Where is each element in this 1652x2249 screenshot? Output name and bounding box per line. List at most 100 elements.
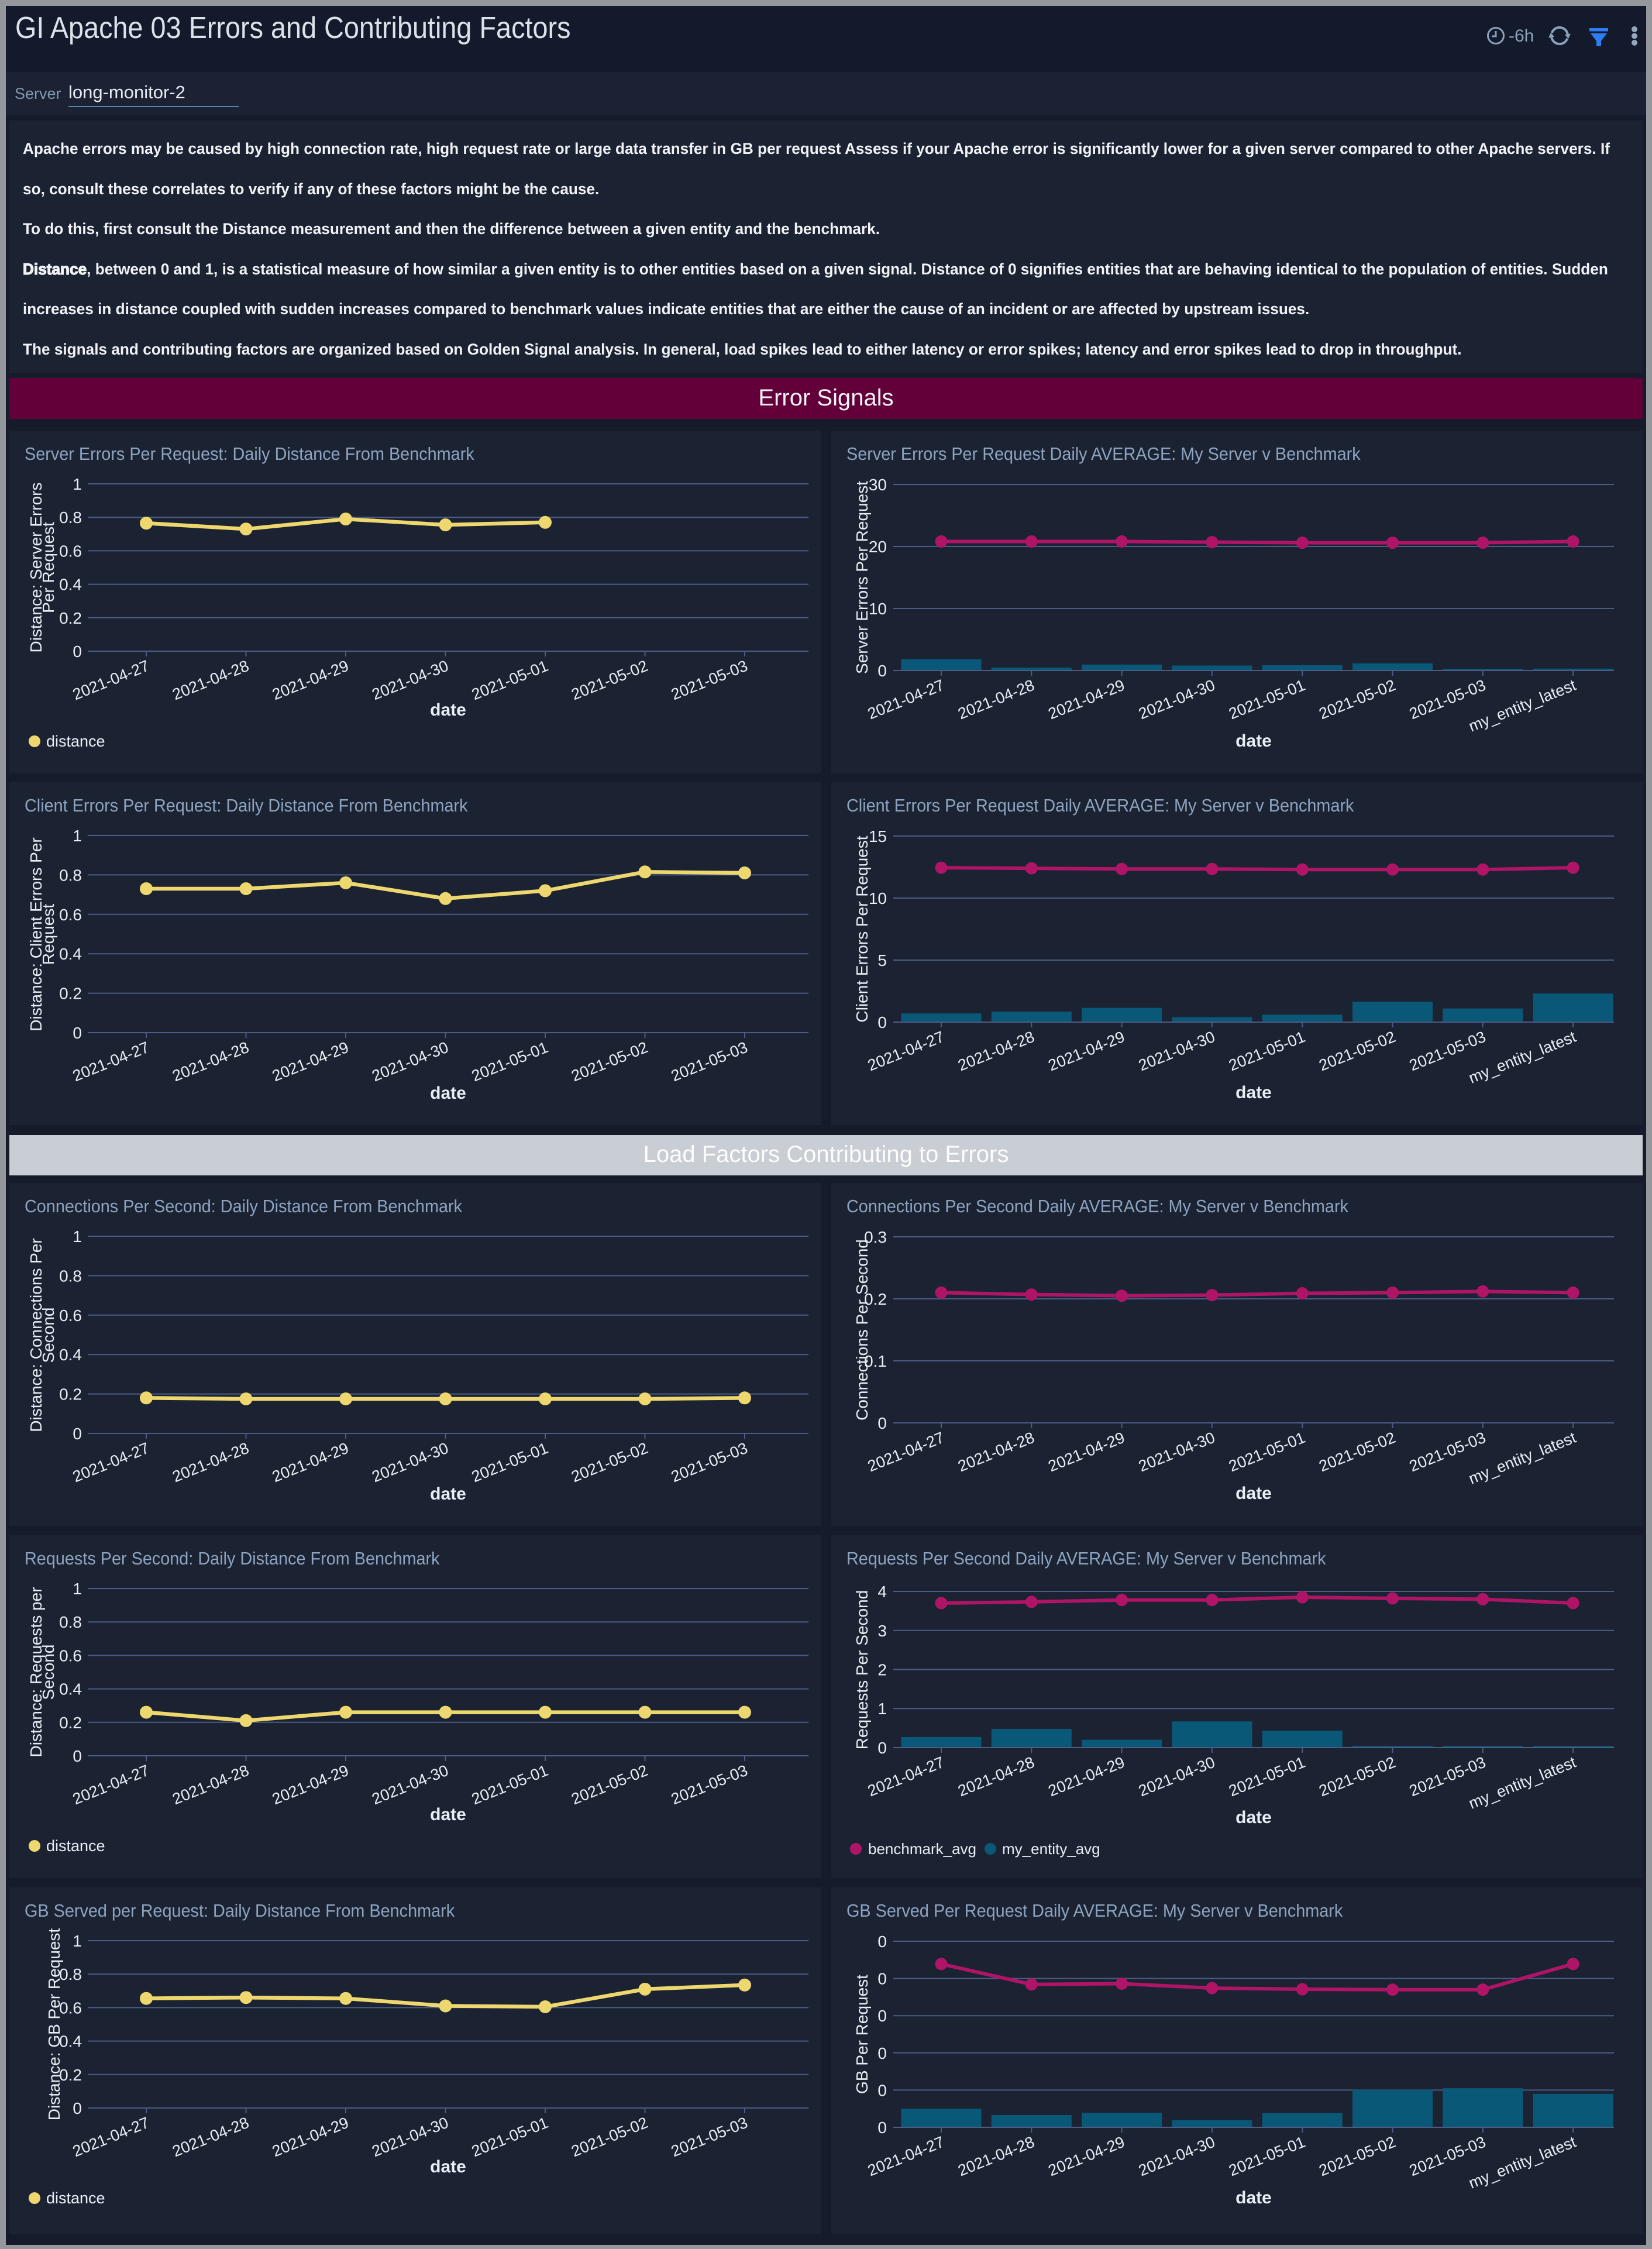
svg-text:0: 0 [877,1414,887,1432]
svg-text:Distance: GB Per Request: Distance: GB Per Request [45,1928,63,2121]
svg-text:2021-05-01: 2021-05-01 [469,1439,550,1486]
svg-text:2021-04-30: 2021-04-30 [369,1439,450,1486]
svg-text:0.2: 0.2 [59,985,82,1003]
svg-text:0.4: 0.4 [59,945,82,963]
svg-text:0: 0 [73,2099,82,2117]
svg-text:15: 15 [869,827,887,845]
svg-text:2021-04-28: 2021-04-28 [170,2114,251,2161]
svg-text:2021-04-27: 2021-04-27 [70,1439,152,1486]
svg-text:0: 0 [877,1932,887,1951]
svg-text:0: 0 [73,1425,82,1443]
svg-text:2021-05-02: 2021-05-02 [1316,1753,1398,1800]
svg-text:Client Errors Per Request: Dai: Client Errors Per Request: Daily Distanc… [25,796,468,816]
svg-text:0.1: 0.1 [864,1352,887,1370]
svg-text:2021-05-01: 2021-05-01 [469,1762,550,1808]
svg-text:Per Request: Per Request [39,522,57,613]
svg-text:2021-04-30: 2021-04-30 [1136,2133,1217,2180]
svg-text:2021-04-28: 2021-04-28 [955,2133,1037,2180]
svg-text:2021-05-01: 2021-05-01 [469,1038,550,1085]
svg-text:2021-05-01: 2021-05-01 [1226,676,1307,723]
svg-text:Connections Per Second: Daily: Connections Per Second: Daily Distance F… [25,1196,462,1216]
svg-text:2021-04-30: 2021-04-30 [369,1762,450,1808]
svg-text:0.2: 0.2 [864,1290,887,1308]
svg-text:Distance: Connections Per: Distance: Connections Per [27,1238,45,1432]
svg-text:1: 1 [73,1580,82,1598]
svg-text:2021-05-03: 2021-05-03 [669,1439,750,1486]
svg-text:2021-05-02: 2021-05-02 [569,1439,650,1486]
svg-text:date: date [430,700,466,720]
svg-text:2021-05-01: 2021-05-01 [469,657,550,704]
svg-text:date: date [430,1484,466,1504]
svg-text:2021-04-28: 2021-04-28 [170,1762,251,1808]
svg-text:Requests Per Second Daily AVER: Requests Per Second Daily AVERAGE: My Se… [846,1549,1326,1569]
svg-text:2021-04-28: 2021-04-28 [170,1439,251,1486]
svg-text:2021-04-27: 2021-04-27 [865,2133,947,2180]
svg-text:0.4: 0.4 [59,576,82,594]
svg-text:1: 1 [73,475,82,493]
svg-text:Server Errors Per Request: Dai: Server Errors Per Request: Daily Distanc… [25,444,474,464]
svg-text:0.6: 0.6 [59,542,82,560]
svg-text:date: date [1235,2188,1272,2207]
svg-text:distance: distance [46,733,105,750]
svg-text:2021-05-02: 2021-05-02 [1316,676,1398,723]
svg-text:0.2: 0.2 [59,1385,82,1404]
svg-text:2021-04-29: 2021-04-29 [270,1439,351,1486]
svg-text:date: date [1235,731,1272,751]
svg-text:Requests Per Second: Daily Dis: Requests Per Second: Daily Distance From… [25,1549,440,1569]
svg-text:0: 0 [877,1739,887,1757]
svg-text:2021-04-29: 2021-04-29 [1046,1429,1127,1476]
svg-text:5: 5 [877,951,887,969]
svg-text:Requests Per Second: Requests Per Second [853,1590,871,1749]
svg-text:2021-04-28: 2021-04-28 [170,1038,251,1085]
svg-text:2021-05-03: 2021-05-03 [669,1762,750,1808]
svg-text:0.8: 0.8 [59,866,82,884]
svg-text:0: 0 [877,2044,887,2062]
svg-text:0: 0 [877,2007,887,2025]
svg-text:2021-05-02: 2021-05-02 [1316,2133,1398,2180]
svg-text:0.8: 0.8 [59,1965,82,1983]
svg-text:0: 0 [877,662,887,680]
svg-text:2021-04-27: 2021-04-27 [70,657,152,704]
svg-text:2021-04-27: 2021-04-27 [70,1762,152,1808]
svg-text:2: 2 [877,1661,887,1679]
svg-text:0.4: 0.4 [59,1346,82,1364]
svg-text:0.2: 0.2 [59,1714,82,1732]
svg-text:Client Errors Per Request: Client Errors Per Request [853,835,871,1022]
svg-text:2021-04-28: 2021-04-28 [955,1028,1037,1075]
svg-text:1: 1 [73,1227,82,1246]
svg-text:0.8: 0.8 [59,1267,82,1285]
svg-text:2021-04-30: 2021-04-30 [1136,676,1217,723]
svg-text:distance: distance [46,2189,105,2207]
svg-text:2021-04-27: 2021-04-27 [865,1028,947,1075]
svg-text:Connections Per Second: Connections Per Second [853,1239,871,1421]
svg-text:2021-04-29: 2021-04-29 [270,1762,351,1808]
svg-text:10: 10 [869,889,887,907]
svg-text:2021-05-02: 2021-05-02 [569,1038,650,1085]
svg-text:Request: Request [39,904,57,965]
svg-text:2021-04-29: 2021-04-29 [270,2114,351,2161]
svg-text:2021-04-30: 2021-04-30 [369,1038,450,1085]
svg-text:2021-04-27: 2021-04-27 [865,676,947,723]
svg-text:0: 0 [877,1970,887,1988]
svg-text:2021-05-01: 2021-05-01 [469,2114,550,2161]
svg-text:2021-05-02: 2021-05-02 [569,1762,650,1808]
svg-text:2021-05-02: 2021-05-02 [1316,1028,1398,1075]
svg-text:date: date [430,1084,466,1103]
svg-text:2021-04-27: 2021-04-27 [865,1429,947,1476]
svg-text:2021-04-27: 2021-04-27 [70,2114,152,2161]
svg-text:1: 1 [877,1700,887,1718]
svg-text:2021-04-28: 2021-04-28 [955,676,1037,723]
svg-text:date: date [430,2157,466,2176]
svg-text:date: date [1235,1484,1272,1503]
svg-text:2021-04-30: 2021-04-30 [1136,1429,1217,1476]
svg-text:distance: distance [46,1837,105,1855]
svg-text:2021-04-27: 2021-04-27 [865,1753,947,1800]
svg-text:2021-05-03: 2021-05-03 [669,2114,750,2161]
svg-text:2021-04-30: 2021-04-30 [369,657,450,704]
svg-text:Connections Per Second Daily A: Connections Per Second Daily AVERAGE: My… [846,1196,1348,1216]
svg-text:2021-05-02: 2021-05-02 [1316,1429,1398,1476]
svg-text:2021-04-30: 2021-04-30 [369,2114,450,2161]
svg-text:2021-04-29: 2021-04-29 [1046,2133,1127,2180]
svg-text:date: date [1235,1808,1272,1827]
svg-text:0.8: 0.8 [59,508,82,527]
